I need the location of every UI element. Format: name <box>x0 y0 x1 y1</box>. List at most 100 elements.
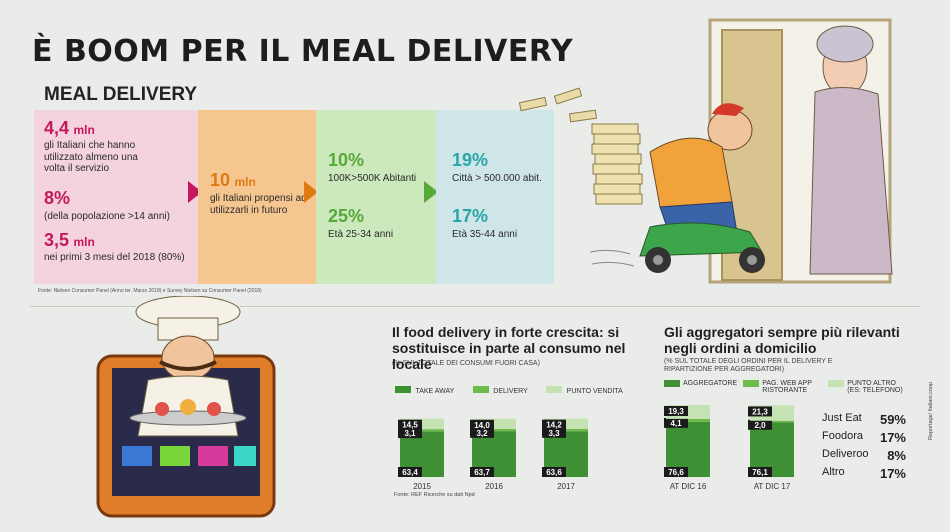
text-cities-small: 100K>500K Abitanti <box>328 173 417 184</box>
data-label-bg <box>664 406 688 416</box>
data-label: 21,3 <box>752 407 768 416</box>
aggregator-name: Foodora <box>822 430 863 442</box>
motion-line-shape <box>591 261 635 267</box>
data-label: 76,6 <box>668 468 684 477</box>
legend-delivery: DELIVERY <box>493 388 528 395</box>
text-users: gli Italiani che hanno utilizzato almeno… <box>44 140 138 174</box>
app-tile-shape <box>122 446 152 466</box>
unit-quarter: mln <box>73 235 95 249</box>
legend-swatch-punto-vendita <box>546 386 563 393</box>
chart1-subtitle: (% SUL TOTALE DEI CONSUMI FUORI CASA) <box>392 360 540 367</box>
text-future: gli Italiani propensi ad utilizzarli in … <box>210 193 307 216</box>
legend-take-away: TAKE AWAY <box>415 388 455 395</box>
aggregator-row: Deliveroo 8% <box>822 448 906 463</box>
text-age-old: Età 35-44 anni <box>452 229 518 240</box>
data-label-bg <box>398 467 422 477</box>
lady-robe-shape <box>809 86 893 275</box>
aggregator-name: Just Eat <box>822 412 862 424</box>
category-label: 2016 <box>485 482 503 491</box>
aggregator-row: Foodora 17% <box>822 430 906 445</box>
section-title: MEAL DELIVERY <box>44 84 198 105</box>
data-label-bg <box>470 427 494 438</box>
arrow-orange <box>304 181 318 203</box>
data-label: 2,0 <box>754 421 766 430</box>
page-title: È BOOM PER IL MEAL DELIVERY <box>32 34 574 69</box>
text-cities-big: Città > 500.000 abit. <box>452 173 542 184</box>
value-users: 4,4 <box>44 118 70 138</box>
unit-users: mln <box>73 123 95 137</box>
chef-face-shape <box>161 335 215 381</box>
legend-swatch-delivery <box>472 386 489 393</box>
pizza-box-shape <box>569 109 597 123</box>
aggregator-value: 59% <box>879 412 906 427</box>
data-label-bg <box>748 467 772 477</box>
legend-swatch-punto-altro <box>828 380 845 387</box>
rider-cap-shape <box>712 103 744 116</box>
data-label-bg <box>748 419 772 430</box>
aggregator-value: 8% <box>887 448 906 463</box>
value-population: 8% <box>44 188 71 208</box>
chart2-subtitle: (% SUL TOTALE DEGLI ORDINI PER IL DELIVE… <box>664 358 833 373</box>
value-age-old: 17% <box>452 206 489 226</box>
app-tile-shape <box>198 446 228 466</box>
aggregator-value: 17% <box>879 430 906 445</box>
legend-punto-altro: PUNTO ALTRO (ES: TELEFONO) <box>847 380 903 394</box>
divider <box>30 306 920 307</box>
lady-hair-shape <box>816 25 874 63</box>
text-age-young: Età 25-34 anni <box>328 229 394 240</box>
data-label-bg <box>470 467 494 477</box>
chef-illustration <box>96 296 276 518</box>
delivery-illustration <box>518 18 893 284</box>
data-label: 3,3 <box>548 429 560 438</box>
legend-swatch-take-away <box>395 386 411 393</box>
data-label-bg <box>398 419 422 430</box>
category-label: 2017 <box>557 482 575 491</box>
value-future: 10 <box>210 170 231 190</box>
chart2-legend: AGGREGATORE PAG. WEB APP RISTORANTE PUNT… <box>664 380 934 394</box>
chart1-source: Fonte: REF Ricerche su dati Npd <box>394 492 475 498</box>
category-label: AT DIC 17 <box>754 482 791 491</box>
value-quarter: 3,5 <box>44 230 70 250</box>
data-label-bg <box>542 427 566 438</box>
value-age-young: 25% <box>328 206 365 226</box>
panel-cities-big: 19% Città > 500.000 abit. 17% Età 35-44 … <box>436 110 554 284</box>
chart1-bars: 63,4 3,114,5 2015 63,7 3,214,0 2016 63,6 3,314,… <box>398 418 588 491</box>
chart1-legend: TAKE AWAY DELIVERY PUNTO VENDITA <box>395 380 675 398</box>
credit: Reportage/ Italiani.coop <box>928 381 934 440</box>
arrow-green <box>424 181 438 203</box>
data-label-bg <box>542 467 566 477</box>
app-tile-shape <box>160 446 190 466</box>
motion-line-shape <box>589 249 631 255</box>
data-label-bg <box>470 419 494 430</box>
source-note: Fonte: Nielsen Consumer Panel (Anno ter.… <box>38 288 262 294</box>
legend-swatch-pag-web <box>743 380 760 387</box>
unit-future: mln <box>234 175 256 189</box>
app-tile-shape <box>234 446 256 466</box>
value-cities-big: 19% <box>452 150 489 170</box>
data-label: 3,1 <box>404 429 416 438</box>
category-label: 2015 <box>413 482 431 491</box>
data-label: 63,7 <box>474 468 490 477</box>
data-label: 14,5 <box>402 421 418 430</box>
aggregator-name: Altro <box>822 466 845 478</box>
data-label-bg <box>664 467 688 477</box>
text-population: (della popolazione >14 anni) <box>44 211 170 222</box>
panel-users: 4,4 mln gli Italiani che hanno utilizzat… <box>34 110 198 284</box>
data-label: 76,1 <box>752 468 768 477</box>
panel-cities-small: 10% 100K>500K Abitanti 25% Età 25-34 ann… <box>316 110 436 284</box>
category-label: AT DIC 16 <box>670 482 707 491</box>
data-label-bg <box>398 428 422 439</box>
aggregator-row: Altro 17% <box>822 466 906 481</box>
legend-punto-vendita: PUNTO VENDITA <box>566 388 623 395</box>
scooter-body-shape <box>639 222 763 257</box>
panel-future: 10 mln gli Italiani propensi ad utilizza… <box>198 110 316 284</box>
rider-shirt-shape <box>649 137 733 208</box>
data-label-bg <box>748 406 772 417</box>
aggregator-list: Just Eat 59% Foodora 17% Deliveroo 8% Al… <box>822 412 906 481</box>
chart2-title: Gli aggregatori sempre più rilevanti neg… <box>664 324 900 356</box>
data-label: 63,6 <box>546 468 562 477</box>
chart1-title: Il food delivery in forte crescita: si s… <box>392 324 626 372</box>
legend-aggregatore: AGGREGATORE <box>683 380 738 387</box>
data-label-bg <box>664 417 688 428</box>
chart2-bars: 76,6 4,1 19,3 AT DIC 16 76,1 2,0 21,3 AT DIC 17 <box>664 405 794 491</box>
